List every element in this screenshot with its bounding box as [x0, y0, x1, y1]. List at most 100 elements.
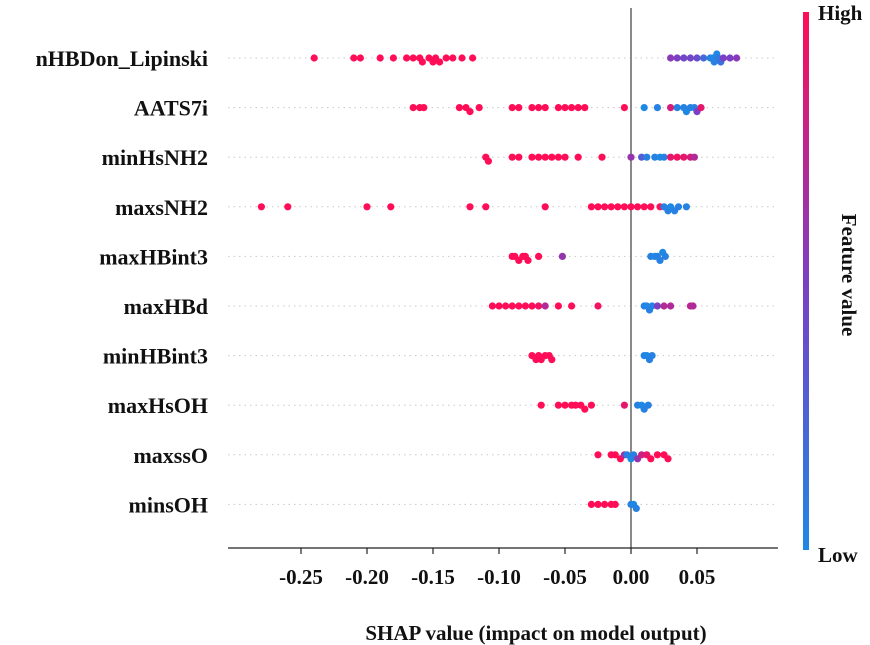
shap-point: [686, 54, 695, 62]
feature-label: maxHBint3: [99, 244, 208, 269]
shap-point: [653, 104, 662, 112]
shap-point: [594, 302, 602, 310]
shap-point: [638, 153, 646, 161]
shap-point: [418, 58, 426, 66]
shap-point: [409, 54, 417, 62]
shap-point: [574, 153, 582, 161]
shap-point: [541, 104, 549, 112]
shap-point: [572, 401, 580, 409]
shap-point: [673, 54, 681, 62]
shap-point: [648, 352, 656, 360]
shap-point: [541, 153, 549, 161]
shap-point: [664, 455, 672, 463]
shap-point: [620, 203, 629, 211]
shap-point: [653, 302, 662, 310]
shap-point: [548, 153, 556, 161]
shap-point: [673, 104, 681, 112]
shap-point: [627, 153, 635, 161]
shap-point: [653, 451, 662, 459]
shap-point: [508, 302, 516, 310]
shap-point: [680, 153, 688, 161]
shap-point: [594, 500, 602, 508]
shap-point: [611, 451, 619, 459]
shap-point: [554, 153, 563, 161]
feature-label: minHBint3: [103, 344, 208, 369]
shap-point: [598, 153, 606, 161]
shap-point: [537, 401, 545, 409]
shap-point: [643, 153, 651, 161]
shap-point: [640, 104, 648, 112]
shap-point: [680, 54, 688, 62]
shap-point: [558, 252, 567, 260]
colorbar-high-label: High: [818, 1, 863, 25]
shap-point: [508, 153, 516, 161]
shap-point: [656, 256, 664, 264]
shap-point: [689, 302, 697, 310]
shap-point: [554, 302, 563, 310]
shap-point: [528, 104, 536, 112]
shap-point: [581, 104, 589, 112]
shap-point: [554, 104, 563, 112]
shap-point: [674, 203, 683, 211]
shap-point: [719, 54, 728, 62]
shap-point: [561, 401, 569, 409]
shap-point: [726, 54, 734, 62]
shap-point: [482, 203, 490, 211]
shap-point: [661, 252, 669, 260]
shap-point: [524, 256, 532, 264]
x-tick-label: -0.20: [345, 565, 389, 589]
shap-point: [644, 401, 652, 409]
feature-label: minsOH: [129, 492, 208, 517]
shap-point: [682, 203, 691, 211]
colorbar-title: Feature value: [837, 214, 861, 337]
colorbar: High Low Feature value: [803, 1, 863, 567]
feature-rows: nHBDon_Lipinski AATS7i minHsNH2 maxsNH2 maxH…: [36, 46, 778, 517]
shap-point: [310, 54, 318, 62]
feature-label: maxHsOH: [108, 393, 208, 418]
shap-point: [376, 54, 384, 62]
shap-point: [594, 451, 602, 459]
shap-point: [515, 153, 523, 161]
shap-point: [667, 153, 675, 161]
shap-points: [257, 50, 741, 512]
shap-point: [389, 54, 397, 62]
shap-point: [660, 302, 668, 310]
shap-point: [601, 203, 609, 211]
shap-point: [648, 302, 656, 310]
shap-point: [693, 54, 701, 62]
shap-point: [403, 54, 411, 62]
shap-point: [458, 54, 466, 62]
shap-point: [614, 203, 622, 211]
shap-point: [574, 104, 582, 112]
shap-point: [568, 104, 576, 112]
shap-point: [667, 104, 675, 112]
colorbar-low-label: Low: [818, 543, 859, 567]
shap-point: [455, 104, 463, 112]
shap-point: [508, 104, 516, 112]
shap-point: [436, 58, 444, 66]
feature-label: minHsNH2: [102, 145, 208, 170]
shap-point: [581, 405, 589, 413]
shap-point: [257, 203, 265, 211]
shap-point: [466, 108, 474, 116]
shap-point: [594, 203, 602, 211]
shap-point: [387, 203, 395, 211]
shap-point: [561, 153, 569, 161]
x-tick-label: 0.05: [679, 565, 716, 589]
shap-point: [647, 203, 655, 211]
shap-point: [475, 104, 483, 112]
shap-point: [620, 104, 629, 112]
shap-point: [535, 153, 543, 161]
x-tick-label: -0.15: [411, 565, 455, 589]
shap-point: [284, 203, 292, 211]
shap-point: [420, 104, 428, 112]
shap-point: [640, 203, 648, 211]
shap-point: [601, 500, 609, 508]
shap-point: [541, 302, 549, 310]
shap-point: [660, 153, 668, 161]
shap-point: [620, 401, 629, 409]
shap-point: [350, 54, 358, 62]
shap-point: [442, 54, 450, 62]
shap-point: [638, 451, 646, 459]
shap-point: [528, 302, 536, 310]
